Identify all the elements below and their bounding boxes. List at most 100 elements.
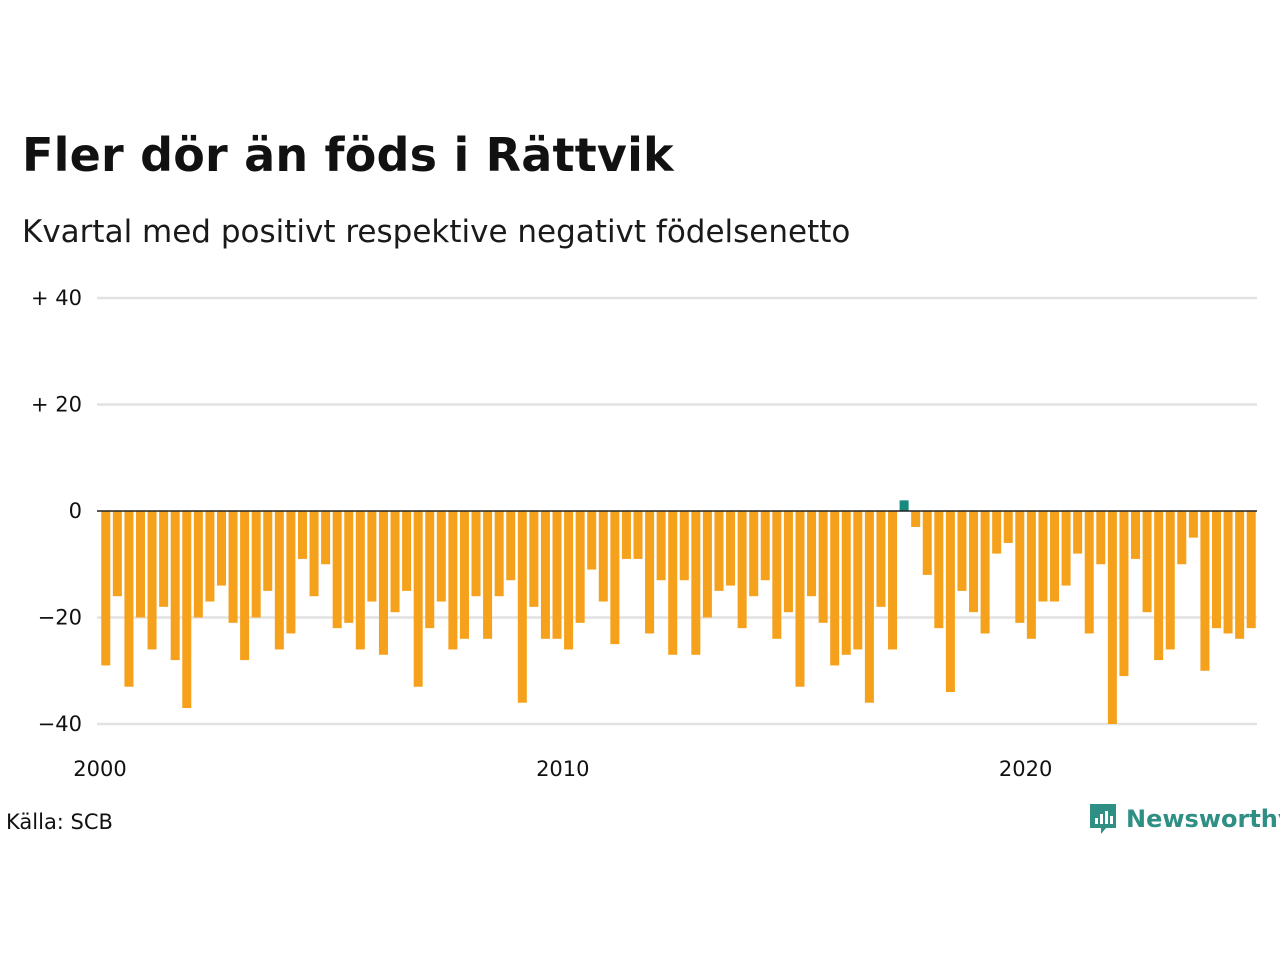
- y-axis-ticks: + 40 + 20 0 −20 −40: [31, 286, 82, 736]
- bar: [494, 511, 504, 597]
- bar: [818, 511, 828, 623]
- bar: [448, 511, 458, 650]
- bar: [575, 511, 585, 623]
- bar: [668, 511, 678, 655]
- bar: [135, 511, 145, 618]
- bar: [378, 511, 388, 655]
- y-tick-label: −20: [38, 606, 82, 630]
- bar: [1003, 511, 1013, 543]
- bar: [587, 511, 597, 570]
- bar: [957, 511, 967, 591]
- bar-chart: + 40 + 20 0 −20 −40 2000 2010 2020: [31, 286, 1257, 781]
- bar: [888, 511, 898, 650]
- bar: [216, 511, 226, 586]
- bar: [297, 511, 307, 559]
- bar: [795, 511, 805, 687]
- bar: [1211, 511, 1222, 629]
- bar: [1200, 511, 1210, 671]
- source-note: Källa: SCB: [6, 810, 113, 834]
- bar: [633, 511, 643, 559]
- bar: [529, 511, 539, 607]
- bar: [506, 511, 516, 581]
- y-tick-label: −40: [38, 712, 82, 736]
- bar: [402, 511, 412, 591]
- bar: [980, 511, 990, 634]
- bar: [124, 511, 134, 687]
- bar: [274, 511, 284, 650]
- bar: [610, 511, 620, 645]
- bar: [645, 511, 655, 634]
- bar: [1084, 511, 1094, 634]
- bar: [1073, 511, 1083, 554]
- bar: [1142, 511, 1152, 613]
- bar: [1154, 511, 1164, 661]
- bar: [621, 511, 631, 559]
- x-tick-label: 2020: [999, 757, 1052, 781]
- bar: [552, 511, 562, 639]
- bar: [1096, 511, 1106, 565]
- newsworthy-logo-icon: [1090, 804, 1116, 834]
- bar: [112, 511, 122, 597]
- bar: [783, 511, 793, 613]
- bar: [413, 511, 423, 687]
- bar: [147, 511, 157, 650]
- bar: [922, 511, 932, 575]
- bar: [263, 511, 273, 591]
- brand-logo[interactable]: Newsworthy: [1088, 802, 1280, 836]
- bar: [749, 511, 759, 597]
- bar: [841, 511, 851, 655]
- y-tick-label: + 20: [31, 393, 82, 417]
- bar: [772, 511, 782, 639]
- bar: [1246, 511, 1256, 629]
- bar: [679, 511, 689, 581]
- chart-title: Fler dör än föds i Rättvik: [22, 128, 674, 182]
- bar: [1107, 511, 1117, 724]
- bar: [899, 500, 909, 511]
- bar: [517, 511, 527, 703]
- bar: [737, 511, 747, 629]
- y-tick-label: + 40: [31, 286, 82, 310]
- bar: [101, 511, 111, 666]
- bar: [702, 511, 712, 618]
- bar: [540, 511, 550, 639]
- bar: [564, 511, 574, 650]
- bar: [240, 511, 250, 661]
- bar: [436, 511, 446, 602]
- bar: [228, 511, 238, 623]
- bar: [1131, 511, 1141, 559]
- y-tick-label: 0: [69, 499, 82, 523]
- bar: [934, 511, 944, 629]
- bar: [205, 511, 215, 602]
- bar: [853, 511, 863, 650]
- bar: [355, 511, 365, 650]
- x-tick-label: 2010: [536, 757, 589, 781]
- bar: [193, 511, 203, 618]
- bar: [1119, 511, 1129, 677]
- bar: [251, 511, 261, 618]
- bar: [726, 511, 736, 586]
- brand-name: Newsworthy: [1126, 805, 1280, 833]
- bar: [159, 511, 169, 607]
- bar: [911, 511, 921, 527]
- bar: [1177, 511, 1187, 565]
- bar: [760, 511, 770, 581]
- bar: [321, 511, 331, 565]
- bar: [425, 511, 435, 629]
- bar: [830, 511, 840, 666]
- bar: [1165, 511, 1175, 650]
- bar: [969, 511, 979, 613]
- bar: [876, 511, 886, 607]
- x-tick-label: 2000: [73, 757, 126, 781]
- bar: [344, 511, 354, 623]
- bar: [992, 511, 1002, 554]
- bar: [945, 511, 955, 693]
- bar: [714, 511, 724, 591]
- bar: [1026, 511, 1036, 639]
- bar: [656, 511, 666, 581]
- bar: [1235, 511, 1245, 639]
- chart-subtitle: Kvartal med positivt respektive negativt…: [22, 214, 851, 250]
- bar: [1050, 511, 1060, 602]
- x-axis-ticks: 2000 2010 2020: [73, 757, 1052, 781]
- bar: [1015, 511, 1025, 623]
- bar: [332, 511, 342, 629]
